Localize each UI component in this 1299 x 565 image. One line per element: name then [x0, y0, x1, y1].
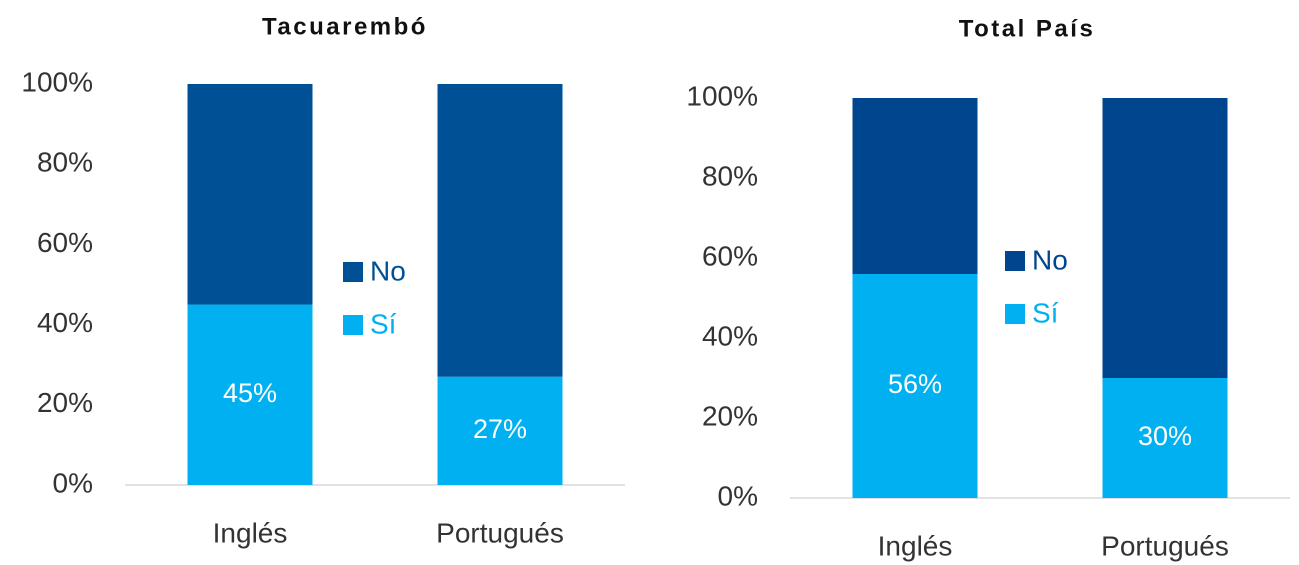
- legend-swatch: [343, 315, 363, 335]
- bar-segment: [852, 98, 978, 274]
- bar-segment: [437, 84, 563, 377]
- x-tick-label: Portugués: [1101, 530, 1229, 561]
- data-label: 56%: [888, 369, 942, 399]
- x-tick-label: Inglés: [878, 530, 953, 561]
- y-tick-label: 80%: [37, 147, 93, 178]
- y-tick-label: 0%: [718, 480, 758, 511]
- legend-swatch: [1005, 251, 1025, 271]
- y-tick-label: 60%: [37, 227, 93, 258]
- y-tick-label: 0%: [53, 467, 93, 498]
- bar-segment: [1102, 98, 1228, 378]
- data-label: 27%: [473, 414, 527, 444]
- legend-label: Sí: [370, 308, 397, 339]
- legend-label: No: [1032, 244, 1068, 275]
- bar-segment: [437, 376, 563, 485]
- bar-segment: [852, 274, 978, 498]
- x-tick-label: Portugués: [436, 517, 564, 548]
- chart-title: Tacuarembó: [262, 13, 428, 40]
- y-tick-label: 20%: [702, 400, 758, 431]
- y-tick-label: 100%: [21, 66, 93, 97]
- legend-swatch: [343, 262, 363, 282]
- y-tick-label: 40%: [702, 320, 758, 351]
- legend-swatch: [1005, 304, 1025, 324]
- y-tick-label: 100%: [686, 80, 758, 111]
- y-tick-label: 40%: [37, 307, 93, 338]
- legend-label: Sí: [1032, 297, 1059, 328]
- bar-segment: [1102, 378, 1228, 498]
- legend-label: No: [370, 255, 406, 286]
- y-tick-label: 20%: [37, 387, 93, 418]
- y-tick-label: 80%: [702, 160, 758, 191]
- chart-title: Total País: [959, 15, 1096, 42]
- bar-segment: [187, 304, 313, 485]
- bar-segment: [187, 84, 313, 305]
- data-label: 30%: [1138, 421, 1192, 451]
- data-label: 45%: [223, 378, 277, 408]
- y-tick-label: 60%: [702, 240, 758, 271]
- x-tick-label: Inglés: [213, 517, 288, 548]
